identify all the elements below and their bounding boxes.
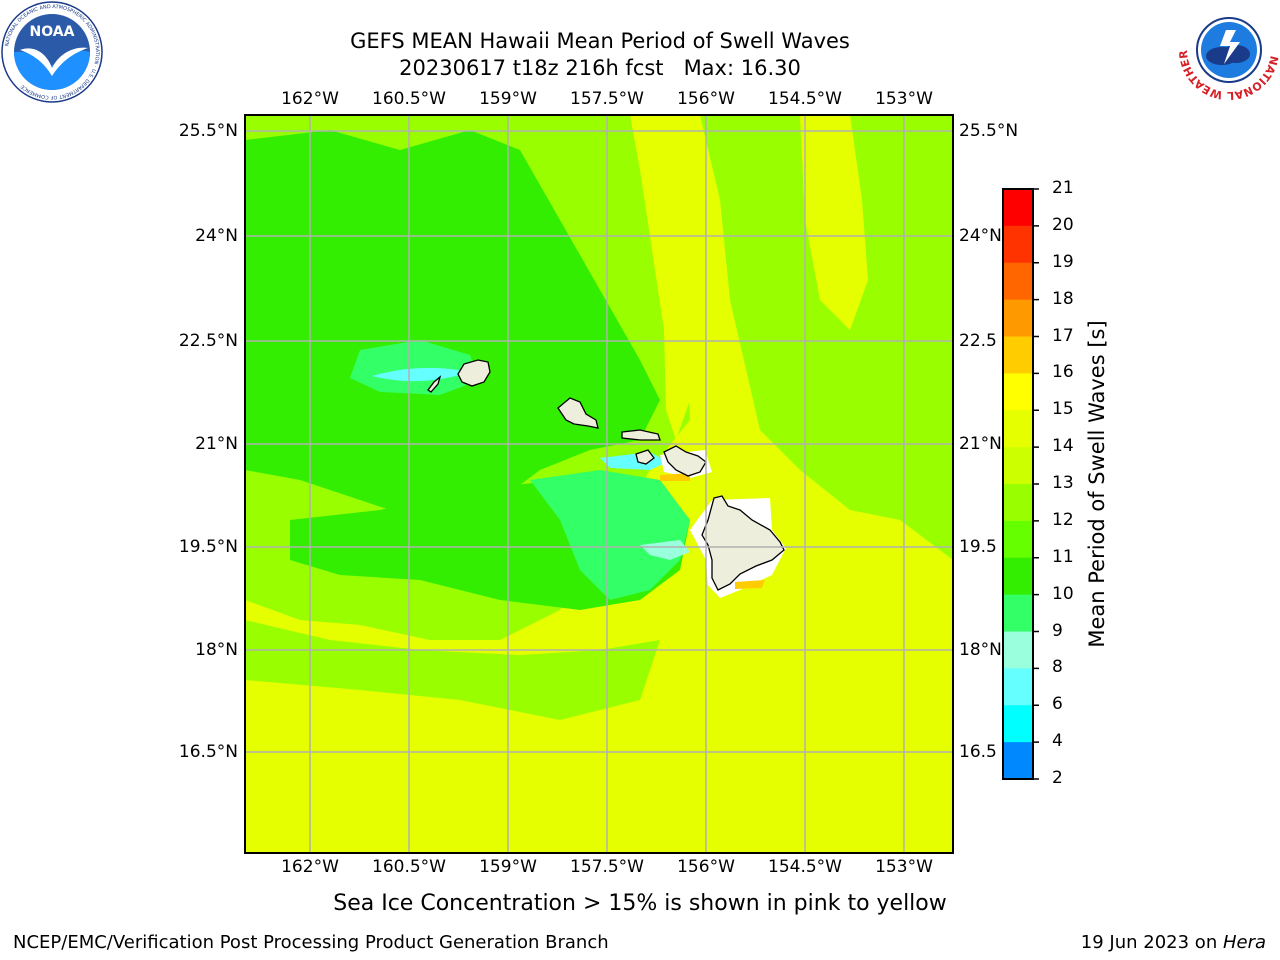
field-zone-bright-green-north [350, 340, 480, 395]
colorbar [1003, 189, 1033, 780]
field-zone-bright-green [530, 470, 690, 600]
colorbar-ticks [1033, 188, 1039, 780]
footer-date-text: 19 Jun 2023 on [1080, 932, 1223, 953]
lat-label-right: 25.5°N [959, 121, 1019, 141]
lat-label-left: 16.5°N [178, 742, 238, 762]
noaa-logo: NOAA NATIONAL OCEANIC AND ATMOSPHERIC AD… [0, 0, 104, 104]
island-maui [663, 445, 707, 477]
colorbar-cell [1003, 225, 1033, 264]
lat-label-right: 19.5 [959, 537, 997, 557]
map-frame [244, 114, 954, 854]
field-zone-lime-2 [245, 620, 660, 720]
colorbar-cell [1003, 668, 1033, 706]
lon-label-top: 156°W [677, 89, 735, 109]
nws-logo: NATIONAL WEATHER SERVICE [1174, 0, 1280, 102]
lon-label-top: 159°W [479, 89, 537, 109]
colorbar-tick-label: 8 [1052, 657, 1063, 678]
lat-label-left: 19.5°N [178, 537, 238, 557]
lon-label-bottom: 157.5°W [570, 857, 644, 877]
lat-label-right: 22.5 [959, 331, 997, 351]
colorbar-cell [1003, 189, 1033, 227]
colorbar-label: Mean Period of Swell Waves [s] [1085, 320, 1109, 648]
colorbar-cell [1003, 742, 1033, 780]
island-hawaii [701, 495, 785, 591]
lat-label-left: 24°N [195, 226, 238, 246]
island-lanai [635, 449, 655, 465]
field-zone-green [245, 130, 660, 520]
field-zone-cyan-3 [640, 540, 690, 560]
lat-label-right: 24°N [959, 226, 1002, 246]
colorbar-cell [1003, 520, 1033, 559]
lat-label-left: 22.5°N [178, 331, 238, 351]
lon-label-bottom: 159°W [479, 857, 537, 877]
colorbar-cell [1003, 299, 1033, 337]
field-zone-yellow-ridge [630, 115, 712, 440]
colorbar-tick-label: 18 [1052, 288, 1074, 309]
colorbar-tick-label: 21 [1052, 178, 1074, 198]
island-niihau [427, 375, 442, 393]
lat-label-left: 21°N [195, 434, 238, 454]
field-orange-spot [660, 473, 690, 481]
colorbar-cell [1003, 336, 1033, 374]
lat-label-right: 16.5 [959, 742, 997, 762]
colorbar-tick-label: 17 [1052, 325, 1074, 346]
field-orange-spot-2 [735, 580, 765, 589]
lon-label-top: 157.5°W [570, 89, 644, 109]
noaa-logo-text: NOAA [30, 24, 75, 40]
title-line-1: GEFS MEAN Hawaii Mean Period of Swell Wa… [350, 29, 850, 53]
colorbar-tick-label: 14 [1052, 436, 1074, 457]
colorbar-tick-label: 19 [1052, 251, 1074, 272]
sea-ice-note: Sea Ice Concentration > 15% is shown in … [333, 891, 947, 916]
field-zone-yellow-ridge-2 [800, 115, 868, 330]
lon-label-bottom: 162°W [281, 857, 339, 877]
colorbar-cell [1003, 373, 1033, 411]
lat-label-left: 18°N [195, 640, 238, 660]
island-molokai [621, 429, 661, 441]
colorbar-tick-label: 6 [1052, 694, 1063, 715]
island-kauai [457, 359, 491, 387]
colorbar-tick-label: 4 [1052, 731, 1063, 752]
colorbar-tick-label: 2 [1052, 768, 1063, 788]
island-oahu [557, 397, 599, 429]
map-gridlines [245, 115, 953, 853]
lat-label-left: 25.5°N [178, 121, 238, 141]
footer-date: 19 Jun 2023 on Hera [1081, 932, 1266, 953]
lon-label-top: 154.5°W [768, 89, 842, 109]
footer-branch: NCEP/EMC/Verification Post Processing Pr… [13, 932, 609, 953]
lon-label-top: 162°W [281, 89, 339, 109]
colorbar-cell [1003, 410, 1033, 448]
colorbar-cell [1003, 484, 1033, 522]
colorbar-tick-label: 20 [1052, 214, 1074, 235]
lon-label-bottom: 156°W [677, 857, 735, 877]
lat-label-right: 18°N [959, 640, 1002, 660]
colorbar-tick-label: 15 [1052, 399, 1074, 420]
field-zone-cyan [372, 367, 470, 382]
colorbar-tick-label: 16 [1052, 362, 1074, 383]
lon-label-bottom: 154.5°W [768, 857, 842, 877]
colorbar-cell [1003, 557, 1033, 596]
colorbar-cell [1003, 705, 1033, 743]
colorbar-cell [1003, 631, 1033, 669]
lat-label-right: 21°N [959, 434, 1002, 454]
lon-label-top: 160.5°W [372, 89, 446, 109]
colorbar-tick-label: 13 [1052, 473, 1074, 493]
title-line-2: 20230617 t18z 216h fcst Max: 16.30 [399, 56, 801, 80]
lon-label-top: 153°W [875, 89, 933, 109]
lon-label-bottom: 153°W [875, 857, 933, 877]
field-zone-green-patch [440, 135, 480, 240]
colorbar-cell [1003, 594, 1033, 632]
footer-machine: Hera [1222, 932, 1266, 953]
colorbar-cell [1003, 447, 1033, 485]
lon-label-bottom: 160.5°W [372, 857, 446, 877]
swell-period-field [245, 115, 953, 853]
colorbar-cell [1003, 262, 1033, 301]
colorbar-tick-label: 10 [1052, 583, 1074, 604]
colorbar-tick-label: 9 [1052, 620, 1063, 641]
colorbar-tick-label: 12 [1052, 509, 1074, 530]
colorbar-tick-label: 11 [1052, 546, 1074, 567]
